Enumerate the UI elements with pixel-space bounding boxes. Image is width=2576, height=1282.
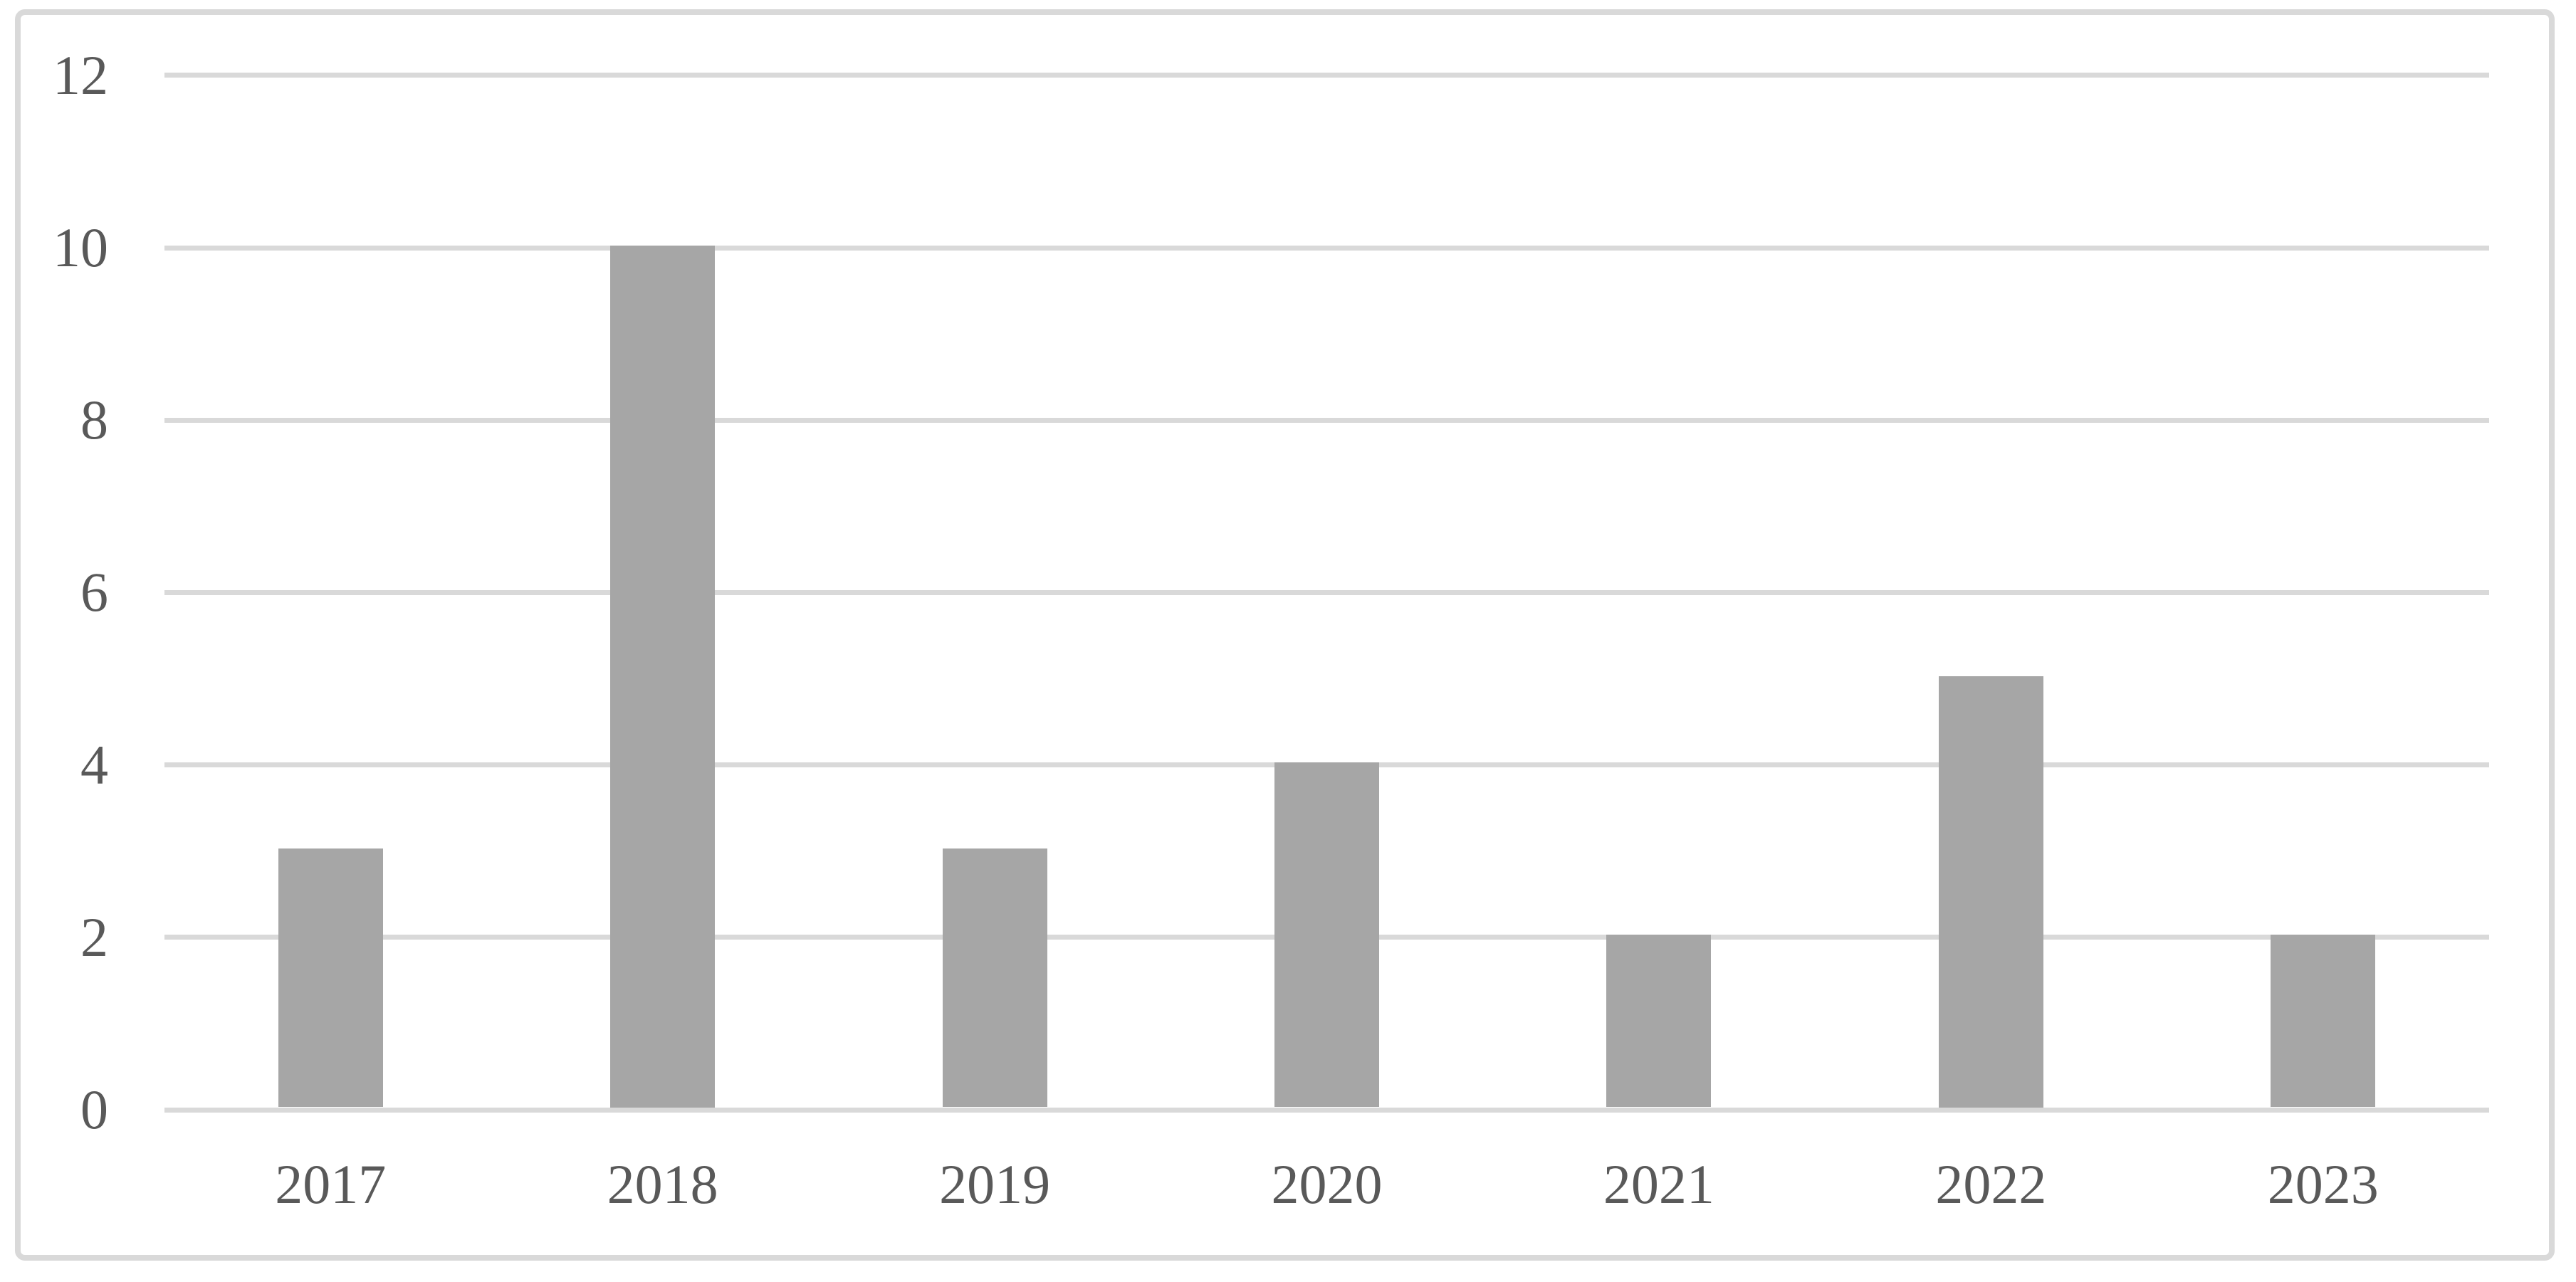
gridline-12 (164, 73, 2489, 78)
y-tick-label-2: 2 (80, 905, 108, 968)
x-tick-label-2018: 2018 (607, 1153, 718, 1215)
bar-2018 (610, 245, 716, 1108)
x-tick-label-2021: 2021 (1603, 1153, 1714, 1215)
bar-2021 (1606, 935, 1712, 1108)
x-tick-label-2020: 2020 (1271, 1153, 1383, 1215)
y-tick-label-10: 10 (53, 216, 108, 278)
bar-2023 (2271, 935, 2376, 1108)
chart-outer-border (15, 9, 2555, 1261)
x-tick-label-2017: 2017 (275, 1153, 387, 1215)
gridline-0 (164, 1107, 2489, 1113)
bar-2019 (942, 848, 1047, 1108)
y-tick-label-0: 0 (80, 1078, 108, 1140)
x-tick-label-2022: 2022 (1935, 1153, 2047, 1215)
y-tick-label-12: 12 (53, 43, 108, 106)
x-tick-label-2023: 2023 (2267, 1153, 2379, 1215)
gridline-10 (164, 245, 2489, 251)
bar-2020 (1274, 762, 1379, 1108)
bar-2022 (1938, 676, 2043, 1108)
gridline-8 (164, 417, 2489, 423)
y-tick-label-8: 8 (80, 389, 108, 451)
bar-2017 (278, 848, 383, 1108)
y-tick-label-6: 6 (80, 561, 108, 624)
y-tick-label-4: 4 (80, 733, 108, 796)
x-tick-label-2019: 2019 (939, 1153, 1051, 1215)
gridline-6 (164, 589, 2489, 595)
